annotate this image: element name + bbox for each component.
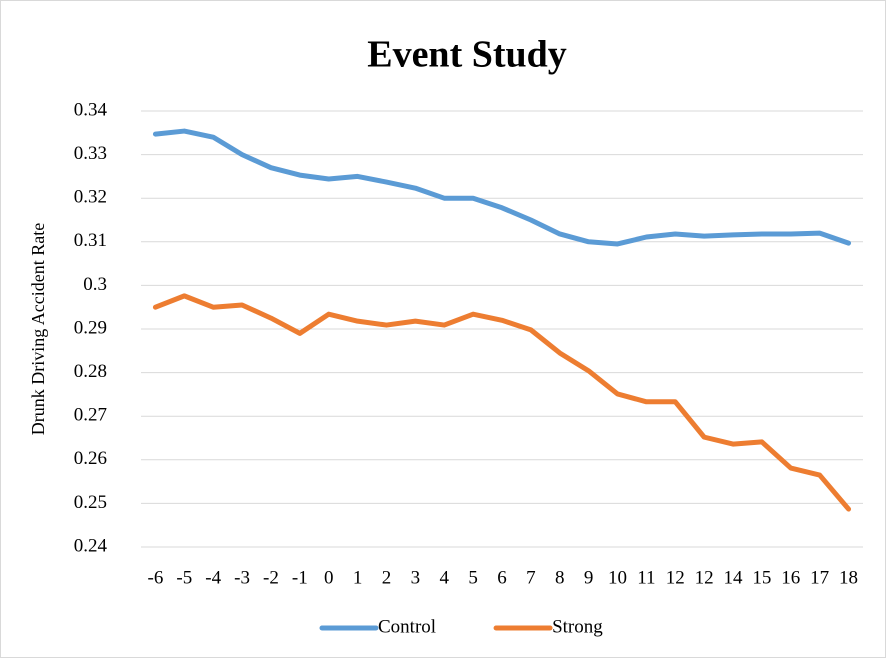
x-tick-label: -2 — [263, 567, 279, 588]
x-tick-label: -4 — [205, 567, 221, 588]
y-tick-label: 0.3 — [83, 274, 107, 295]
x-tick-label: 6 — [497, 567, 507, 588]
x-tick-label: 17 — [810, 567, 829, 588]
y-tick-label: 0.25 — [74, 492, 107, 513]
x-tick-label: 15 — [752, 567, 771, 588]
x-tick-label: 18 — [839, 567, 858, 588]
x-tick-label: 8 — [555, 567, 565, 588]
x-tick-label: 12 — [695, 567, 714, 588]
x-tick-label: 1 — [353, 567, 363, 588]
x-tick-label: 2 — [382, 567, 392, 588]
x-tick-label: -3 — [234, 567, 250, 588]
y-tick-label: 0.26 — [74, 448, 107, 469]
x-tick-label: 12 — [666, 567, 685, 588]
x-tick-label: -5 — [176, 567, 192, 588]
x-tick-label: 7 — [526, 567, 536, 588]
data-line — [152, 128, 852, 247]
x-tick-label: 0 — [324, 567, 334, 588]
y-axis-label: Drunk Driving Accident Rate — [28, 223, 48, 435]
y-tick-label: 0.33 — [74, 143, 107, 164]
y-tick-label: 0.32 — [74, 187, 107, 208]
x-tick-label: 14 — [724, 567, 744, 588]
legend-label: Strong — [552, 616, 603, 637]
x-tick-label: 9 — [584, 567, 594, 588]
y-tick-label: 0.28 — [74, 361, 107, 382]
x-tick-label: -6 — [148, 567, 164, 588]
x-tick-label: 3 — [411, 567, 421, 588]
legend-label: Control — [378, 616, 436, 637]
x-tick-label: 11 — [637, 567, 655, 588]
chart-title: Event Study — [367, 34, 567, 76]
y-tick-label: 0.34 — [74, 99, 108, 120]
y-tick-label: 0.31 — [74, 230, 107, 251]
y-tick-label: 0.29 — [74, 317, 107, 338]
x-tick-label: -1 — [292, 567, 308, 588]
x-tick-label: 10 — [608, 567, 627, 588]
x-tick-label: 16 — [781, 567, 800, 588]
y-tick-label: 0.27 — [74, 405, 107, 426]
x-tick-label: 5 — [468, 567, 478, 588]
y-tick-label: 0.24 — [74, 535, 108, 556]
x-tick-label: 4 — [439, 567, 449, 588]
data-line — [152, 293, 852, 512]
